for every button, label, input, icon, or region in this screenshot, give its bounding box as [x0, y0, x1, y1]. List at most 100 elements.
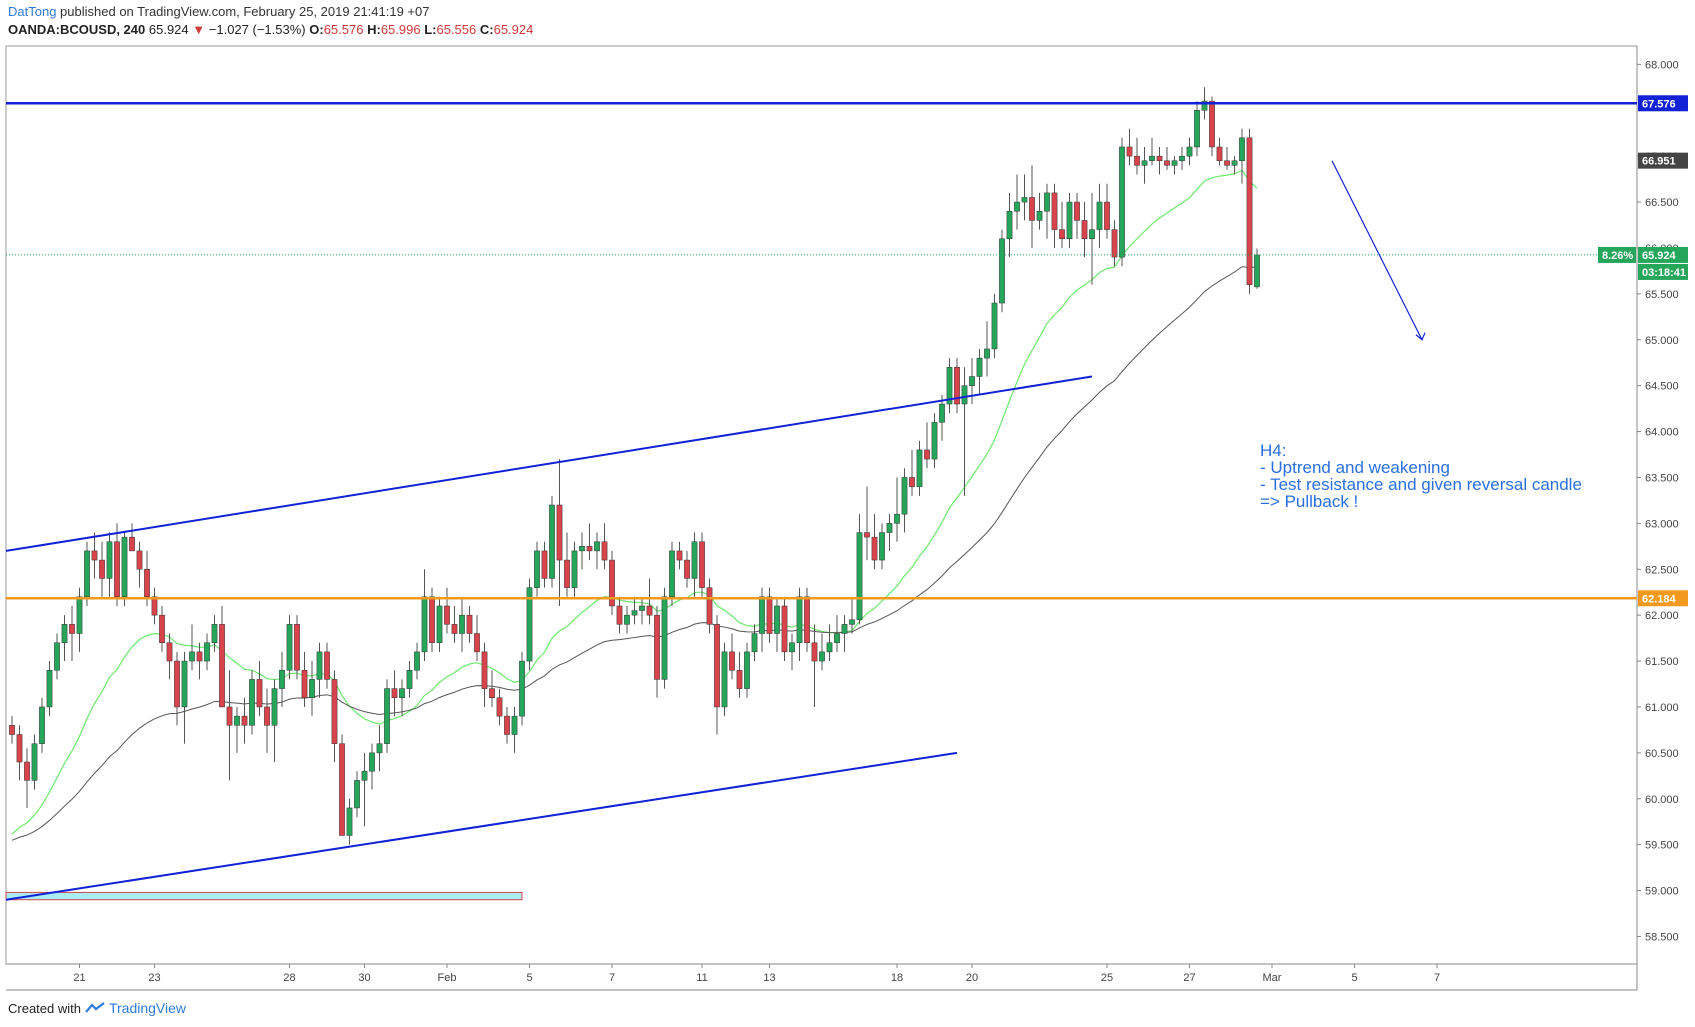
candle-body: [399, 688, 405, 699]
candle-body: [556, 504, 563, 561]
candle-body: [984, 348, 990, 359]
close-value: 65.924: [493, 22, 534, 37]
resistance-tag: [1638, 95, 1688, 112]
candle-body: [976, 357, 983, 377]
candle-body: [894, 513, 900, 524]
candle-body: [669, 550, 675, 598]
candle-body: [331, 679, 338, 744]
candle-body: [841, 624, 848, 634]
symbol-legend: OANDA:BCOUSD, 240 65.924 ▼ −1.027 (−1.53…: [8, 22, 533, 37]
candle-body: [496, 697, 503, 717]
candle-body: [886, 523, 893, 533]
candle-body: [309, 679, 315, 699]
candle-body: [429, 596, 435, 643]
low-label: L:: [424, 22, 437, 37]
candle-body: [189, 651, 195, 662]
candle-body: [796, 596, 803, 643]
current-price-label: 65.924: [1642, 250, 1677, 262]
candle-body: [811, 642, 818, 662]
open-label: O:: [309, 22, 324, 37]
candle-body: [144, 569, 150, 598]
change-pct-label: 8.26%: [1602, 250, 1633, 262]
y-tick-label: 59.500: [1645, 840, 1679, 852]
candle-body: [1224, 160, 1230, 166]
candle-body: [16, 734, 23, 763]
candle-body: [1149, 155, 1155, 162]
candle-body: [999, 238, 1005, 304]
candle-body: [624, 614, 630, 625]
candle-body: [729, 651, 735, 671]
candle-body: [766, 596, 773, 634]
candle-body: [1126, 146, 1133, 157]
candle-body: [76, 596, 83, 634]
candle-body: [99, 559, 105, 579]
candle-body: [361, 770, 368, 781]
candle-body: [1239, 137, 1245, 162]
x-tick-label: 7: [609, 972, 615, 984]
current-price-tag: [1638, 246, 1688, 263]
candle-body: [346, 807, 353, 836]
candle-body: [481, 651, 488, 689]
note-line-1: H4:: [1260, 441, 1287, 460]
candle-body: [549, 504, 555, 579]
candle-body: [819, 651, 825, 662]
candle-body: [1036, 210, 1043, 221]
candle-body: [1209, 100, 1215, 148]
countdown-label: 03:18:41: [1642, 267, 1686, 279]
candle-body: [864, 532, 870, 538]
candle-body: [384, 688, 390, 744]
candle-body: [1006, 210, 1013, 240]
publish-text: published on TradingView.com, February 2…: [60, 4, 430, 19]
candle-body: [564, 559, 570, 588]
candle-body: [1179, 155, 1185, 162]
candle-body: [931, 422, 938, 460]
y-tick-label: 63.000: [1645, 518, 1679, 530]
x-tick-label: 5: [1351, 972, 1357, 984]
candle-body: [586, 546, 593, 552]
candle-body: [211, 624, 218, 643]
arrow-head-icon: [1415, 332, 1426, 341]
candle-body: [534, 550, 540, 588]
tradingview-link[interactable]: TradingView: [108, 1000, 187, 1016]
candle-body: [226, 706, 233, 726]
price-change: −1.027 (−1.53%): [208, 22, 306, 37]
candle-body: [1096, 201, 1103, 230]
candle-body: [46, 669, 53, 708]
projection-arrow-line: [1331, 160, 1423, 341]
candle-body: [759, 596, 765, 634]
candle-body: [249, 679, 255, 726]
candle-body: [646, 605, 653, 616]
candle-body: [339, 743, 345, 836]
change-pct-tag: [1598, 246, 1636, 263]
candle-body: [916, 449, 923, 487]
candle-body: [114, 541, 120, 598]
candle-body: [609, 559, 615, 607]
y-tick-label: 59.000: [1645, 886, 1679, 898]
candle-body: [219, 624, 225, 708]
candle-body: [414, 651, 420, 671]
candle-body: [69, 624, 75, 634]
candle-body: [676, 550, 683, 561]
candle-body: [151, 596, 158, 616]
author-link[interactable]: DatTong: [8, 4, 57, 19]
candle-body: [1074, 201, 1080, 221]
candle-body: [256, 679, 263, 708]
countdown-tag: [1638, 263, 1688, 280]
candle-body: [661, 596, 668, 680]
candle-body: [706, 587, 713, 625]
candle-body: [601, 541, 608, 561]
candle-body: [1089, 229, 1095, 240]
candle-body: [849, 619, 855, 625]
candle-body: [451, 624, 458, 634]
candle-body: [241, 715, 248, 726]
candle-body: [1186, 146, 1193, 157]
y-tick-label: 60.000: [1645, 794, 1679, 806]
candle-body: [541, 550, 548, 579]
candle-body: [1164, 160, 1170, 166]
candle-body: [954, 367, 960, 405]
upper-channel-line: [5, 375, 1093, 552]
footer: Created with TradingView: [8, 1000, 186, 1016]
candle-body: [1171, 160, 1178, 166]
candle-body: [826, 642, 833, 653]
